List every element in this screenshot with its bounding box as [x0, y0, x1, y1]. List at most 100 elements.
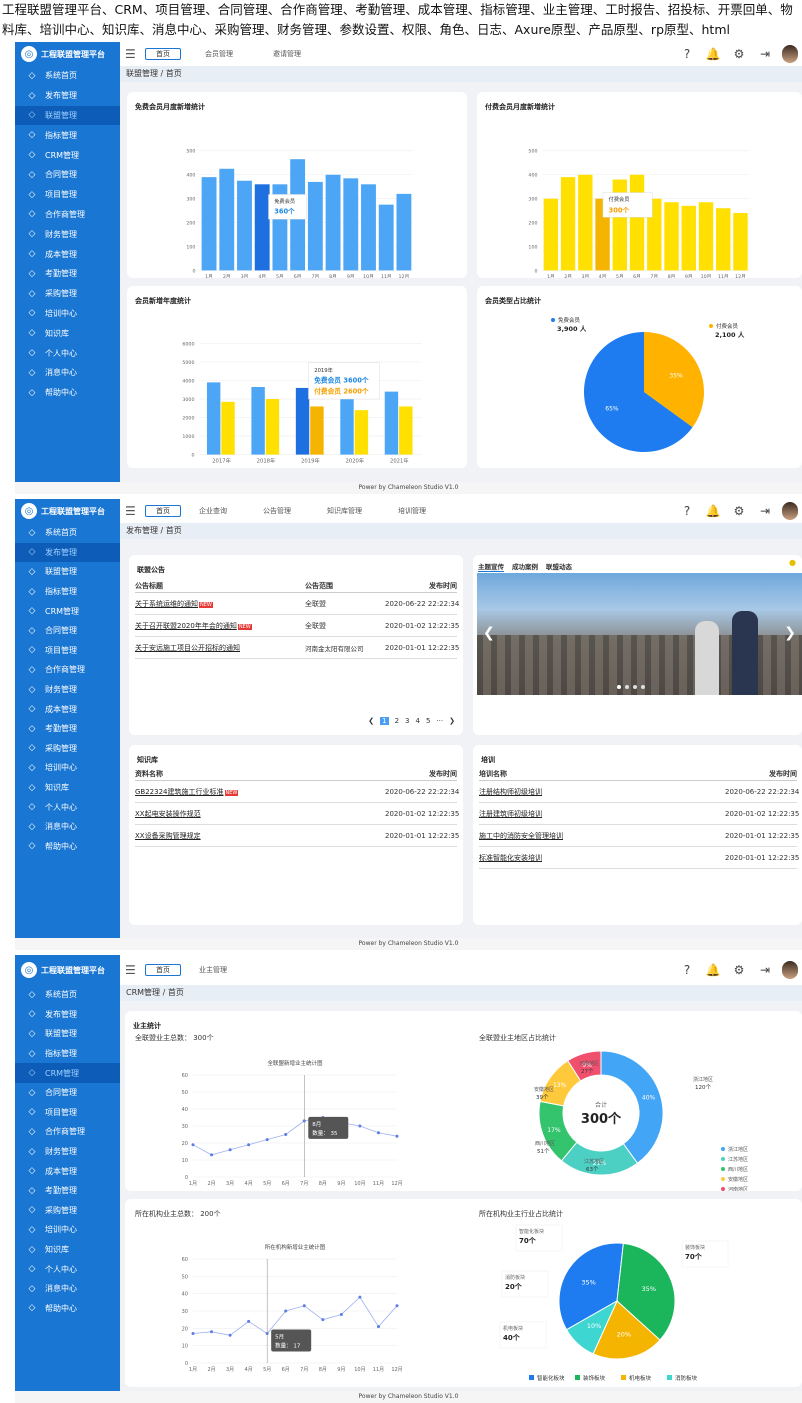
table-row[interactable]: 施工中的消防安全管理培训 2020-01-01 12:22:35: [479, 825, 799, 847]
sidebar-item[interactable]: ◇ 培训中心: [15, 304, 120, 324]
training-link[interactable]: 注册建筑师初级培训: [479, 809, 542, 818]
page-more[interactable]: ···: [436, 717, 444, 725]
help-icon[interactable]: ?: [683, 504, 691, 518]
sidebar-item[interactable]: ◇ 合同管理: [15, 165, 120, 185]
logout-icon[interactable]: ⇥: [759, 504, 771, 518]
training-link[interactable]: 施工中的消防安全管理培训: [479, 831, 563, 840]
table-row[interactable]: XX起电安装操作规范 2020-01-02 12:22:35: [135, 803, 459, 825]
sidebar-item[interactable]: ◇ 发布管理: [15, 1005, 120, 1025]
tab-invite[interactable]: 邀请管理: [273, 50, 301, 58]
sidebar-item[interactable]: ◇ 系统首页: [15, 523, 120, 543]
sidebar-item[interactable]: ◇ 帮助中心: [15, 837, 120, 857]
sidebar-item[interactable]: ◇ 个人中心: [15, 797, 120, 817]
sidebar-item[interactable]: ◇ 发布管理: [15, 86, 120, 106]
sidebar-item[interactable]: ◇ 考勤管理: [15, 264, 120, 284]
tab-company[interactable]: 企业查询: [199, 507, 227, 515]
page-1[interactable]: 1: [380, 717, 389, 725]
sidebar-item[interactable]: ◇ 项目管理: [15, 185, 120, 205]
menu-toggle-icon[interactable]: ☰: [125, 47, 136, 61]
sidebar-item[interactable]: ◇ 指标管理: [15, 1044, 120, 1064]
help-icon[interactable]: ?: [683, 47, 691, 61]
help-icon[interactable]: ?: [683, 963, 691, 977]
table-row[interactable]: 关于安远施工项目公开招标的通知 河南金太阳有限公司 2020-01-01 12:22…: [135, 637, 459, 659]
sidebar-item[interactable]: ◇ 指标管理: [15, 125, 120, 145]
carousel-prev-icon[interactable]: ❮: [483, 625, 495, 641]
sidebar-item[interactable]: ◇ 个人中心: [15, 1259, 120, 1279]
sidebar-item[interactable]: ◇ 知识库: [15, 778, 120, 798]
table-row[interactable]: GB22324建筑施工行业标准 NEW 2020-06-22 22:22:34: [135, 781, 459, 803]
gear-icon[interactable]: ⚙: [733, 47, 745, 61]
sidebar-item[interactable]: ◇ 合作商管理: [15, 1122, 120, 1142]
sidebar-item[interactable]: ◇ 培训中心: [15, 1220, 120, 1240]
sidebar-item[interactable]: ◇ 合作商管理: [15, 205, 120, 225]
gear-icon[interactable]: ⚙: [733, 963, 745, 977]
tab-news[interactable]: 联盟动态: [546, 563, 572, 571]
avatar[interactable]: [782, 961, 798, 979]
tab-cases[interactable]: 成功案例: [512, 563, 538, 571]
sidebar-item[interactable]: ◇ 联盟管理: [15, 1024, 120, 1044]
sidebar-item[interactable]: ◇ CRM管理: [15, 1063, 120, 1083]
knowledge-link[interactable]: XX设备采购管理规定: [135, 831, 201, 840]
sidebar-item[interactable]: ◇ 考勤管理: [15, 1181, 120, 1201]
tab-owner[interactable]: 业主管理: [199, 966, 227, 974]
sidebar-item[interactable]: ◇ 个人中心: [15, 343, 120, 363]
sidebar-item[interactable]: ◇ 项目管理: [15, 1103, 120, 1123]
table-row[interactable]: 关于召开联盟2020年年会的通知 NEW 全联盟 2020-01-02 12:22:3…: [135, 615, 459, 637]
sidebar-item[interactable]: ◇ 培训中心: [15, 758, 120, 778]
banner-carousel[interactable]: ❮ ❯: [477, 573, 802, 695]
tab-training[interactable]: 培训管理: [398, 507, 426, 515]
table-row[interactable]: 注册结构师初级培训 2020-06-22 22:22:34: [479, 781, 799, 803]
table-row[interactable]: 标准智能化安装培训 2020-01-01 12:22:35: [479, 847, 799, 869]
avatar[interactable]: [782, 45, 798, 63]
training-link[interactable]: 注册结构师初级培训: [479, 787, 542, 796]
prev-page-icon[interactable]: ❮: [368, 717, 375, 725]
next-page-icon[interactable]: ❯: [449, 717, 455, 725]
sidebar-item[interactable]: ◇ 指标管理: [15, 582, 120, 602]
notice-link[interactable]: 关于召开联盟2020年年会的通知: [135, 621, 237, 630]
page-3[interactable]: 3: [405, 717, 410, 725]
knowledge-link[interactable]: GB22324建筑施工行业标准: [135, 787, 224, 796]
sidebar-item[interactable]: ◇ 知识库: [15, 323, 120, 343]
tab-member[interactable]: 会员管理: [205, 50, 233, 58]
sidebar-item[interactable]: ◇ 系统首页: [15, 985, 120, 1005]
sidebar-item[interactable]: ◇ 采购管理: [15, 284, 120, 304]
carousel-dots[interactable]: [617, 685, 645, 689]
sidebar-item[interactable]: ◇ 消息中心: [15, 363, 120, 383]
menu-toggle-icon[interactable]: ☰: [125, 504, 136, 518]
notice-link[interactable]: 关于系统运维的通知: [135, 599, 198, 608]
sidebar-item[interactable]: ◇ 合同管理: [15, 621, 120, 641]
tab-home[interactable]: 首页: [145, 48, 181, 60]
gear-icon[interactable]: ⚙: [733, 504, 745, 518]
tab-home[interactable]: 首页: [145, 505, 181, 517]
table-row[interactable]: XX设备采购管理规定 2020-01-01 12:22:35: [135, 825, 459, 847]
sidebar-item[interactable]: ◇ 发布管理: [15, 542, 120, 563]
carousel-next-icon[interactable]: ❯: [784, 625, 796, 641]
sidebar-item[interactable]: ◇ 成本管理: [15, 1161, 120, 1181]
sidebar-item[interactable]: ◇ CRM管理: [15, 145, 120, 165]
page-4[interactable]: 4: [415, 717, 420, 725]
sidebar-item[interactable]: ◇ 财务管理: [15, 680, 120, 700]
sidebar-item[interactable]: ◇ 合同管理: [15, 1083, 120, 1103]
sidebar-item[interactable]: ◇ 消息中心: [15, 1279, 120, 1299]
sidebar-item[interactable]: ◇ 采购管理: [15, 1201, 120, 1221]
bell-icon[interactable]: 🔔: [705, 963, 721, 977]
sidebar-item[interactable]: ◇ 考勤管理: [15, 719, 120, 739]
notice-link[interactable]: 关于安远施工项目公开招标的通知: [135, 643, 240, 652]
training-link[interactable]: 标准智能化安装培训: [479, 853, 542, 862]
sidebar-item[interactable]: ◇ 帮助中心: [15, 1299, 120, 1319]
sidebar-item[interactable]: ◇ 系统首页: [15, 66, 120, 86]
sidebar-item[interactable]: ◇ 消息中心: [15, 817, 120, 837]
tab-promo[interactable]: 主题宣传: [478, 563, 504, 572]
sidebar-item[interactable]: ◇ 知识库: [15, 1240, 120, 1260]
logout-icon[interactable]: ⇥: [759, 47, 771, 61]
logout-icon[interactable]: ⇥: [759, 963, 771, 977]
sidebar-item[interactable]: ◇ 采购管理: [15, 739, 120, 759]
bell-icon[interactable]: 🔔: [705, 504, 721, 518]
sidebar-item[interactable]: ◇ 财务管理: [15, 1142, 120, 1162]
sidebar-item[interactable]: ◇ 财务管理: [15, 224, 120, 244]
menu-toggle-icon[interactable]: ☰: [125, 963, 136, 977]
avatar[interactable]: [782, 502, 798, 520]
sidebar-item[interactable]: ◇ 联盟管理: [15, 562, 120, 582]
table-row[interactable]: 关于系统运维的通知 NEW 全联盟 2020-06-22 22:22:34: [135, 593, 459, 615]
knowledge-link[interactable]: XX起电安装操作规范: [135, 809, 201, 818]
